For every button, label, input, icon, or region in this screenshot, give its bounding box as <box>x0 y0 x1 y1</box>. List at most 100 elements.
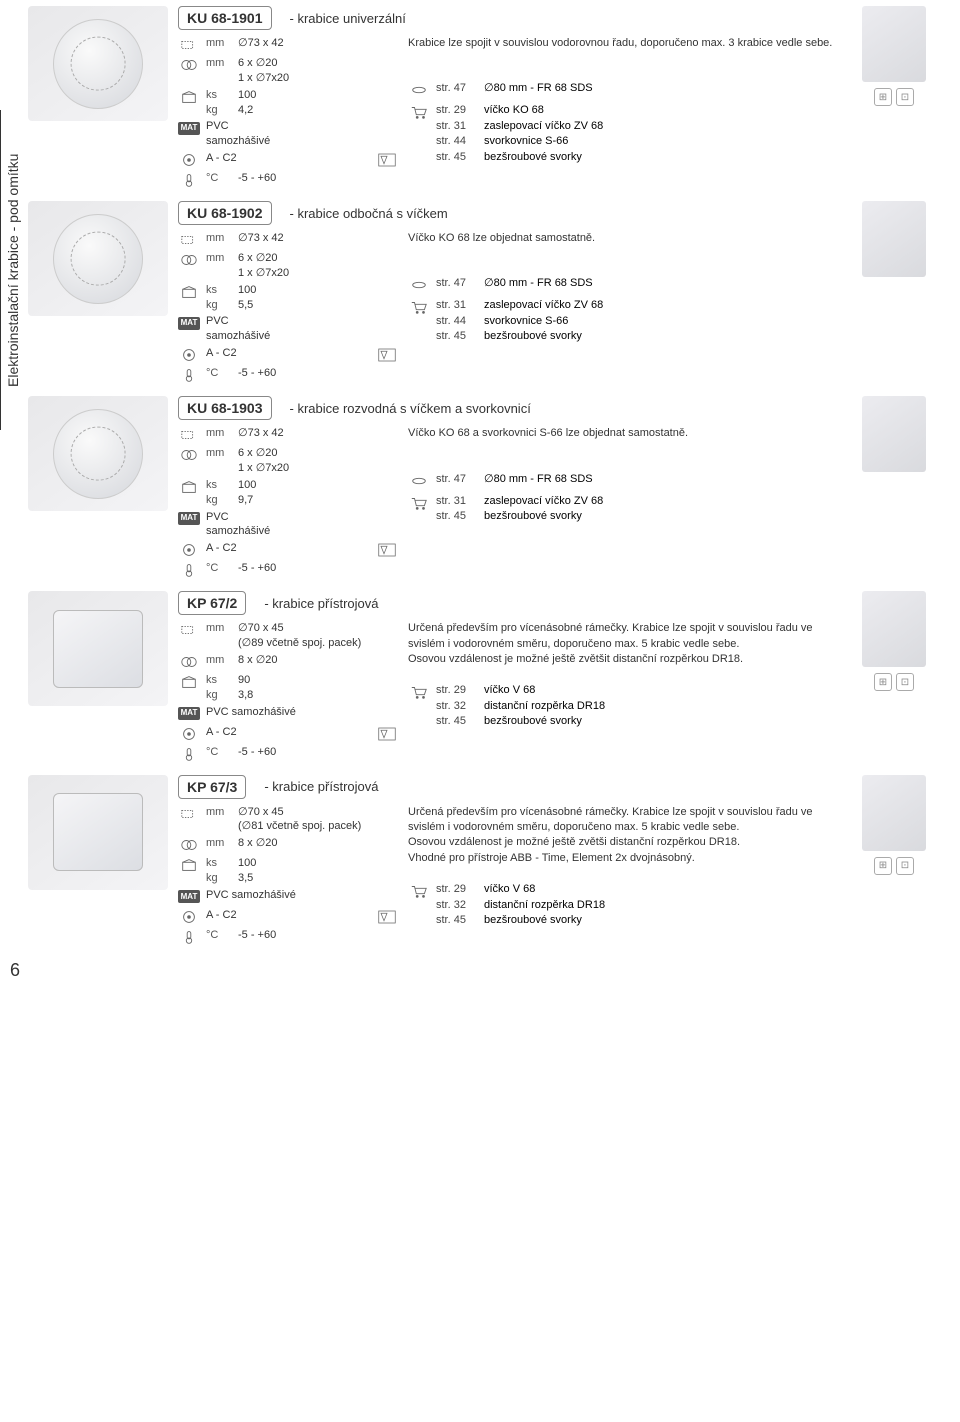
ref-text: zaslepovací víčko ZV 68 <box>484 119 603 134</box>
product-code: KP 67/3 <box>178 775 246 799</box>
cover-icon <box>408 276 430 294</box>
ref-page: str. 45 <box>436 714 478 729</box>
unit-kskg: kskg <box>206 478 232 508</box>
unit-mm: mm <box>206 446 232 461</box>
product-block: KU 68-1902 - krabice odbočná s víčkem mm… <box>28 195 930 390</box>
ref-page: str. 29 <box>436 103 478 118</box>
product-description: Víčko KO 68 lze objednat samostatně. <box>408 231 848 246</box>
ref-page: str. 45 <box>436 509 478 524</box>
ref-text: bezšroubové svorky <box>484 150 582 165</box>
thermometer-icon <box>178 561 200 579</box>
outlet-icon: ⊞ <box>874 673 892 691</box>
outlet-icons: ⊞ ⊡ <box>874 673 914 691</box>
detail-column: ⊞ ⊡ <box>858 591 930 762</box>
package-icon <box>178 88 200 106</box>
main-content: KU 68-1901 - krabice univerzální mm ∅73 … <box>28 0 960 952</box>
ref-text: zaslepovací víčko ZV 68 <box>484 494 603 509</box>
class-icon <box>178 541 200 559</box>
ref-page: str. 45 <box>436 913 478 928</box>
product-image <box>28 201 168 316</box>
product-title: - krabice univerzální <box>290 11 406 26</box>
outlet-icon: ⊡ <box>896 88 914 106</box>
product-block: KP 67/3 - krabice přístrojová mm ∅70 x 4… <box>28 769 930 952</box>
temp-range: -5 - +60 <box>238 171 398 186</box>
dimensions: ∅73 x 42 <box>238 426 398 441</box>
temp-range: -5 - +60 <box>238 561 398 576</box>
material-icon: MAT <box>178 119 200 137</box>
catalog-page: Elektroinstalační krabice - pod omítku K… <box>0 0 960 952</box>
temp-range: -5 - +60 <box>238 928 398 943</box>
product-block: KU 68-1903 - krabice rozvodná s víčkem a… <box>28 390 930 585</box>
cover-page: str. 47 <box>436 81 478 96</box>
unit-mm: mm <box>206 56 232 71</box>
unit-kskg: kskg <box>206 856 232 886</box>
knockout-icon <box>178 56 200 74</box>
thermometer-icon <box>178 745 200 763</box>
knockouts: 8 x ∅20 <box>238 653 398 668</box>
fire-class: A - C2 <box>206 908 370 923</box>
knockout-icon <box>178 446 200 464</box>
outlet-icons: ⊞ ⊡ <box>874 857 914 875</box>
fire-class: A - C2 <box>206 151 370 166</box>
product-code: KU 68-1902 <box>178 201 272 225</box>
cart-icon <box>408 882 430 900</box>
material: PVC samozhášivé <box>206 888 398 903</box>
outlet-icons: ⊞ ⊡ <box>874 88 914 106</box>
detail-image <box>862 6 926 82</box>
ref-text: bezšroubové svorky <box>484 509 582 524</box>
unit-mm: mm <box>206 653 232 668</box>
cover-page: str. 47 <box>436 276 478 291</box>
product-code: KU 68-1903 <box>178 396 272 420</box>
package: 903,8 <box>238 673 398 703</box>
cart-icon <box>408 103 430 121</box>
cart-icon <box>408 298 430 316</box>
ref-page: str. 45 <box>436 150 478 165</box>
unit-mm: mm <box>206 805 232 820</box>
unit-kskg: kskg <box>206 283 232 313</box>
ref-text: svorkovnice S-66 <box>484 314 568 329</box>
package-icon <box>178 673 200 691</box>
material-icon: MAT <box>178 510 200 528</box>
dimension-icon <box>178 426 200 444</box>
page-number: 6 <box>0 952 960 989</box>
material: PVC samozhášivé <box>206 510 398 540</box>
dimension-icon <box>178 621 200 639</box>
product-description: Určená především pro vícenásobné rámečky… <box>408 621 848 667</box>
knockout-icon <box>178 653 200 671</box>
accessory-refs: str. 29 víčko V 68 str. 32 distanční roz… <box>436 882 605 928</box>
ref-page: str. 44 <box>436 134 478 149</box>
ref-page: str. 31 <box>436 494 478 509</box>
accessory-refs: str. 31 zaslepovací víčko ZV 68 str. 44 … <box>436 298 603 344</box>
cover-text: ∅80 mm - FR 68 SDS <box>484 81 593 96</box>
section-tab: Elektroinstalační krabice - pod omítku <box>0 110 28 430</box>
class-icon <box>178 151 200 169</box>
product-title: - krabice přístrojová <box>264 779 378 794</box>
class-badge-icon <box>376 151 398 169</box>
unit-mm: mm <box>206 426 232 441</box>
ref-text: svorkovnice S-66 <box>484 134 568 149</box>
unit-degc: °C <box>206 928 232 943</box>
thermometer-icon <box>178 928 200 946</box>
unit-degc: °C <box>206 171 232 186</box>
outlet-icon: ⊞ <box>874 88 892 106</box>
detail-image <box>862 201 926 277</box>
thermometer-icon <box>178 171 200 189</box>
dimension-icon <box>178 805 200 823</box>
product-title: - krabice odbočná s víčkem <box>290 206 448 221</box>
class-badge-icon <box>376 908 398 926</box>
product-title: - krabice rozvodná s víčkem a svorkovnic… <box>290 401 531 416</box>
ref-page: str. 32 <box>436 898 478 913</box>
material-icon: MAT <box>178 705 200 723</box>
detail-column <box>858 396 930 579</box>
product-image <box>28 6 168 121</box>
cover-icon <box>408 472 430 490</box>
package: 1005,5 <box>238 283 398 313</box>
material: PVC samozhášivé <box>206 119 398 149</box>
ref-text: bezšroubové svorky <box>484 714 582 729</box>
cart-icon <box>408 494 430 512</box>
product-title: - krabice přístrojová <box>264 596 378 611</box>
ref-page: str. 45 <box>436 329 478 344</box>
accessory-refs: str. 29 víčko V 68 str. 32 distanční roz… <box>436 683 605 729</box>
cover-page: str. 47 <box>436 472 478 487</box>
ref-text: bezšroubové svorky <box>484 329 582 344</box>
